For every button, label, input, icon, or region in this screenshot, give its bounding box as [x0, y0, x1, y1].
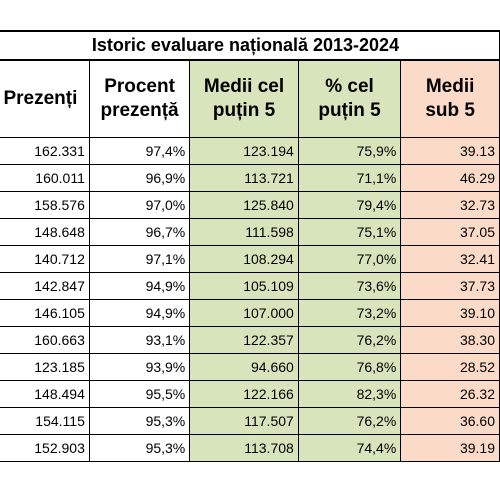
cell-procent-cel-putin-5: 75,1%: [297, 218, 402, 246]
table-row: 146.105 94,9% 107.000 73,2% 39.10: [0, 299, 500, 327]
cell-procent-cel-putin-5: 71,1%: [297, 164, 402, 192]
cell-medii-cel-putin-5: 125.840: [189, 191, 299, 219]
table-title: Istoric evaluare națională 2013-2024: [0, 30, 500, 61]
table-row: 148.648 96,7% 111.598 75,1% 37.05: [0, 218, 500, 246]
cell-medii-cel-putin-5: 123.194: [189, 137, 299, 165]
cell-prezenti: 123.185: [0, 353, 90, 381]
cell-medii-cel-putin-5: 117.507: [189, 407, 299, 435]
cell-medii-sub-5: 37.05: [400, 218, 500, 246]
cell-procent-prezenta: 96,7%: [88, 218, 191, 246]
cell-medii-cel-putin-5: 113.708: [189, 434, 299, 462]
cell-procent-cel-putin-5: 76,2%: [297, 407, 402, 435]
header-line: prezență: [100, 100, 179, 121]
cell-procent-prezenta: 93,1%: [88, 326, 191, 354]
cell-medii-cel-putin-5: 105.109: [189, 272, 299, 300]
cell-procent-cel-putin-5: 73,2%: [297, 299, 402, 327]
cell-procent-prezenta: 95,5%: [88, 380, 191, 408]
table-row: 148.494 95,5% 122.166 82,3% 26.32: [0, 380, 500, 408]
cell-prezenti: 148.648: [0, 218, 90, 246]
cell-medii-sub-5: 36.60: [400, 407, 500, 435]
title-row: Istoric evaluare națională 2013-2024: [0, 30, 500, 61]
results-table: Istoric evaluare națională 2013-2024 Pre…: [0, 30, 500, 462]
cell-medii-cel-putin-5: 113.721: [189, 164, 299, 192]
header-line: puțin 5: [212, 100, 276, 121]
cell-medii-sub-5: 32.41: [400, 245, 500, 273]
cell-medii-sub-5: 39.10: [400, 299, 500, 327]
cell-procent-cel-putin-5: 82,3%: [297, 380, 402, 408]
table-row: 123.185 93,9% 94.660 76,8% 28.52: [0, 353, 500, 381]
cell-medii-sub-5: 46.29: [400, 164, 500, 192]
cell-prezenti: 148.494: [0, 380, 90, 408]
table-row: 158.576 97,0% 125.840 79,4% 32.73: [0, 191, 500, 219]
cell-procent-cel-putin-5: 74,4%: [297, 434, 402, 462]
cell-medii-sub-5: 28.52: [400, 353, 500, 381]
cell-procent-prezenta: 97,4%: [88, 137, 191, 165]
header-line: Procent: [104, 76, 175, 97]
header-line: puțin 5: [318, 100, 381, 121]
cell-medii-cel-putin-5: 122.166: [189, 380, 299, 408]
table-row: 160.011 96,9% 113.721 71,1% 46.29: [0, 164, 500, 192]
cell-medii-cel-putin-5: 111.598: [189, 218, 299, 246]
table-row: 154.115 95,3% 117.507 76,2% 36.60: [0, 407, 500, 435]
cell-prezenti: 162.331: [0, 137, 90, 165]
cell-prezenti: 146.105: [0, 299, 90, 327]
table-row: 160.663 93,1% 122.357 76,2% 38.30: [0, 326, 500, 354]
header-line: Medii cel: [203, 76, 285, 97]
cell-medii-cel-putin-5: 107.000: [189, 299, 299, 327]
cell-procent-prezenta: 97,1%: [88, 245, 191, 273]
cell-procent-cel-putin-5: 79,4%: [297, 191, 402, 219]
cell-procent-cel-putin-5: 77,0%: [297, 245, 402, 273]
cell-procent-cel-putin-5: 76,8%: [297, 353, 402, 381]
cell-procent-prezenta: 94,9%: [88, 299, 191, 327]
header-line: Medii: [425, 76, 475, 97]
cell-prezenti: 140.712: [0, 245, 90, 273]
cell-medii-cel-putin-5: 122.357: [189, 326, 299, 354]
cell-prezenti: 158.576: [0, 191, 90, 219]
cell-procent-cel-putin-5: 76,2%: [297, 326, 402, 354]
cell-procent-cel-putin-5: 73,6%: [297, 272, 402, 300]
table-row: 152.903 95,3% 113.708 74,4% 39.19: [0, 434, 500, 462]
header-line: % cel: [325, 76, 374, 97]
spreadsheet: Istoric evaluare națională 2013-2024 Pre…: [0, 30, 500, 462]
cell-procent-prezenta: 97,0%: [88, 191, 191, 219]
table-body: 162.331 97,4% 123.194 75,9% 39.13 160.011 96,9…: [0, 137, 500, 462]
cell-medii-sub-5: 39.13: [400, 137, 500, 165]
cell-medii-sub-5: 39.19: [400, 434, 500, 462]
header-line: sub 5: [425, 100, 475, 121]
header-prezenti: Prezenți: [0, 59, 90, 138]
cell-prezenti: 154.115: [0, 407, 90, 435]
cell-medii-sub-5: 26.32: [400, 380, 500, 408]
header-procent-prezenta: Procent prezență: [88, 59, 191, 138]
cell-procent-prezenta: 93,9%: [88, 353, 191, 381]
cell-medii-sub-5: 38.30: [400, 326, 500, 354]
table-row: 140.712 97,1% 108.294 77,0% 32.41: [0, 245, 500, 273]
table-row: 162.331 97,4% 123.194 75,9% 39.13: [0, 137, 500, 165]
cell-prezenti: 160.663: [0, 326, 90, 354]
header-medii-cel-putin-5: Medii cel puțin 5: [189, 59, 299, 138]
cell-procent-prezenta: 96,9%: [88, 164, 191, 192]
cell-procent-cel-putin-5: 75,9%: [297, 137, 402, 165]
header-medii-sub-5: Medii sub 5: [400, 59, 500, 138]
header-procent-cel-putin-5: % cel puțin 5: [297, 59, 402, 138]
cell-medii-sub-5: 32.73: [400, 191, 500, 219]
cell-medii-cel-putin-5: 108.294: [189, 245, 299, 273]
cell-prezenti: 152.903: [0, 434, 90, 462]
cell-procent-prezenta: 94,9%: [88, 272, 191, 300]
table-row: 142.847 94,9% 105.109 73,6% 37.73: [0, 272, 500, 300]
cell-medii-cel-putin-5: 94.660: [189, 353, 299, 381]
cell-procent-prezenta: 95,3%: [88, 434, 191, 462]
header-line: Prezenți: [3, 88, 78, 109]
cell-prezenti: 142.847: [0, 272, 90, 300]
header-row: Prezenți Procent prezență Medii cel puți…: [0, 59, 500, 138]
cell-medii-sub-5: 37.73: [400, 272, 500, 300]
cell-prezenti: 160.011: [0, 164, 90, 192]
cell-procent-prezenta: 95,3%: [88, 407, 191, 435]
